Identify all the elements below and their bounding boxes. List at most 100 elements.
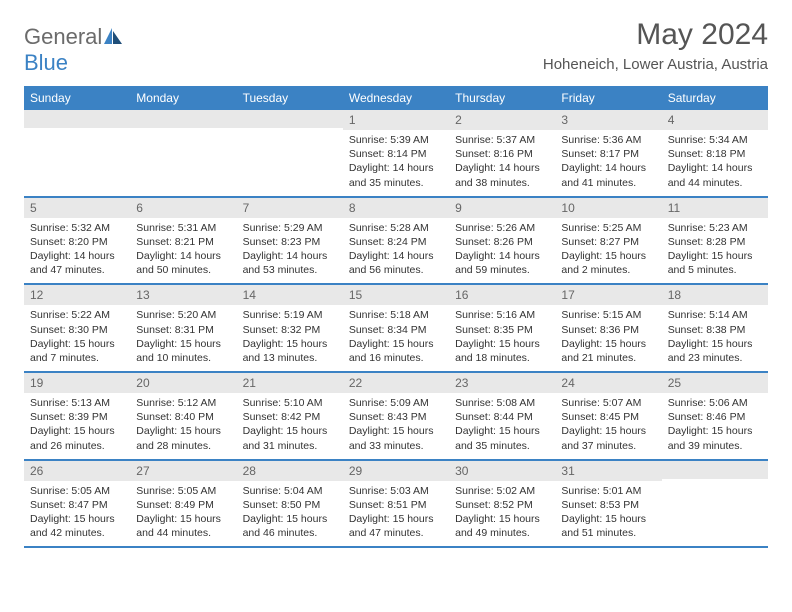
day-cell: 3Sunrise: 5:36 AMSunset: 8:17 PMDaylight…: [555, 110, 661, 196]
day-number: 3: [555, 110, 661, 130]
daylight-text: Daylight: 15 hours and 35 minutes.: [455, 424, 549, 452]
day-content: Sunrise: 5:25 AMSunset: 8:27 PMDaylight:…: [555, 218, 661, 284]
sunrise-text: Sunrise: 5:20 AM: [136, 308, 230, 322]
day-content: Sunrise: 5:32 AMSunset: 8:20 PMDaylight:…: [24, 218, 130, 284]
day-content: Sunrise: 5:09 AMSunset: 8:43 PMDaylight:…: [343, 393, 449, 459]
day-cell: 14Sunrise: 5:19 AMSunset: 8:32 PMDayligh…: [237, 285, 343, 371]
sunrise-text: Sunrise: 5:39 AM: [349, 133, 443, 147]
day-content: [130, 128, 236, 137]
daylight-text: Daylight: 14 hours and 50 minutes.: [136, 249, 230, 277]
sunset-text: Sunset: 8:34 PM: [349, 323, 443, 337]
day-cell: 10Sunrise: 5:25 AMSunset: 8:27 PMDayligh…: [555, 198, 661, 284]
week-row: 19Sunrise: 5:13 AMSunset: 8:39 PMDayligh…: [24, 373, 768, 461]
day-content: Sunrise: 5:05 AMSunset: 8:49 PMDaylight:…: [130, 481, 236, 547]
day-cell: 15Sunrise: 5:18 AMSunset: 8:34 PMDayligh…: [343, 285, 449, 371]
day-cell: 29Sunrise: 5:03 AMSunset: 8:51 PMDayligh…: [343, 461, 449, 547]
day-cell: 7Sunrise: 5:29 AMSunset: 8:23 PMDaylight…: [237, 198, 343, 284]
sunrise-text: Sunrise: 5:19 AM: [243, 308, 337, 322]
month-title: May 2024: [543, 18, 768, 52]
weekday-header: Sunday: [24, 86, 130, 110]
day-content: Sunrise: 5:26 AMSunset: 8:26 PMDaylight:…: [449, 218, 555, 284]
day-content: Sunrise: 5:31 AMSunset: 8:21 PMDaylight:…: [130, 218, 236, 284]
day-number: 31: [555, 461, 661, 481]
day-content: Sunrise: 5:12 AMSunset: 8:40 PMDaylight:…: [130, 393, 236, 459]
day-number: 1: [343, 110, 449, 130]
daylight-text: Daylight: 15 hours and 5 minutes.: [668, 249, 762, 277]
sunrise-text: Sunrise: 5:25 AM: [561, 221, 655, 235]
daylight-text: Daylight: 15 hours and 39 minutes.: [668, 424, 762, 452]
sunset-text: Sunset: 8:45 PM: [561, 410, 655, 424]
daylight-text: Daylight: 15 hours and 2 minutes.: [561, 249, 655, 277]
day-content: Sunrise: 5:20 AMSunset: 8:31 PMDaylight:…: [130, 305, 236, 371]
day-content: Sunrise: 5:13 AMSunset: 8:39 PMDaylight:…: [24, 393, 130, 459]
day-number: 25: [662, 373, 768, 393]
sunset-text: Sunset: 8:38 PM: [668, 323, 762, 337]
day-number: 7: [237, 198, 343, 218]
sunset-text: Sunset: 8:16 PM: [455, 147, 549, 161]
sunset-text: Sunset: 8:40 PM: [136, 410, 230, 424]
logo-text-general: General: [24, 24, 102, 49]
daylight-text: Daylight: 15 hours and 44 minutes.: [136, 512, 230, 540]
sunset-text: Sunset: 8:35 PM: [455, 323, 549, 337]
sunrise-text: Sunrise: 5:32 AM: [30, 221, 124, 235]
day-cell: 20Sunrise: 5:12 AMSunset: 8:40 PMDayligh…: [130, 373, 236, 459]
day-number: 16: [449, 285, 555, 305]
day-content: Sunrise: 5:06 AMSunset: 8:46 PMDaylight:…: [662, 393, 768, 459]
day-content: Sunrise: 5:19 AMSunset: 8:32 PMDaylight:…: [237, 305, 343, 371]
day-number: [24, 110, 130, 128]
day-cell: 6Sunrise: 5:31 AMSunset: 8:21 PMDaylight…: [130, 198, 236, 284]
sunrise-text: Sunrise: 5:05 AM: [136, 484, 230, 498]
sunset-text: Sunset: 8:49 PM: [136, 498, 230, 512]
sunrise-text: Sunrise: 5:34 AM: [668, 133, 762, 147]
daylight-text: Daylight: 15 hours and 23 minutes.: [668, 337, 762, 365]
day-cell: [24, 110, 130, 196]
daylight-text: Daylight: 14 hours and 59 minutes.: [455, 249, 549, 277]
day-number: 27: [130, 461, 236, 481]
daylight-text: Daylight: 15 hours and 42 minutes.: [30, 512, 124, 540]
daylight-text: Daylight: 14 hours and 35 minutes.: [349, 161, 443, 189]
day-cell: 30Sunrise: 5:02 AMSunset: 8:52 PMDayligh…: [449, 461, 555, 547]
sunset-text: Sunset: 8:39 PM: [30, 410, 124, 424]
sunset-text: Sunset: 8:23 PM: [243, 235, 337, 249]
daylight-text: Daylight: 15 hours and 21 minutes.: [561, 337, 655, 365]
daylight-text: Daylight: 15 hours and 7 minutes.: [30, 337, 124, 365]
day-number: 2: [449, 110, 555, 130]
day-number: 12: [24, 285, 130, 305]
day-cell: 12Sunrise: 5:22 AMSunset: 8:30 PMDayligh…: [24, 285, 130, 371]
day-cell: 31Sunrise: 5:01 AMSunset: 8:53 PMDayligh…: [555, 461, 661, 547]
day-number: 26: [24, 461, 130, 481]
day-number: 24: [555, 373, 661, 393]
logo-text-block: General Blue: [24, 24, 124, 76]
day-content: Sunrise: 5:10 AMSunset: 8:42 PMDaylight:…: [237, 393, 343, 459]
day-number: [662, 461, 768, 479]
weekday-header-row: Sunday Monday Tuesday Wednesday Thursday…: [24, 86, 768, 110]
sunrise-text: Sunrise: 5:06 AM: [668, 396, 762, 410]
day-number: 19: [24, 373, 130, 393]
daylight-text: Daylight: 15 hours and 10 minutes.: [136, 337, 230, 365]
day-cell: 19Sunrise: 5:13 AMSunset: 8:39 PMDayligh…: [24, 373, 130, 459]
sunset-text: Sunset: 8:17 PM: [561, 147, 655, 161]
sunset-text: Sunset: 8:21 PM: [136, 235, 230, 249]
day-cell: 16Sunrise: 5:16 AMSunset: 8:35 PMDayligh…: [449, 285, 555, 371]
week-row: 12Sunrise: 5:22 AMSunset: 8:30 PMDayligh…: [24, 285, 768, 373]
daylight-text: Daylight: 14 hours and 38 minutes.: [455, 161, 549, 189]
logo: General Blue: [24, 18, 124, 76]
day-number: 11: [662, 198, 768, 218]
day-cell: 27Sunrise: 5:05 AMSunset: 8:49 PMDayligh…: [130, 461, 236, 547]
daylight-text: Daylight: 15 hours and 13 minutes.: [243, 337, 337, 365]
day-content: Sunrise: 5:16 AMSunset: 8:35 PMDaylight:…: [449, 305, 555, 371]
sunrise-text: Sunrise: 5:23 AM: [668, 221, 762, 235]
sunrise-text: Sunrise: 5:03 AM: [349, 484, 443, 498]
sail-icon: [104, 31, 124, 48]
week-row: 5Sunrise: 5:32 AMSunset: 8:20 PMDaylight…: [24, 198, 768, 286]
sunset-text: Sunset: 8:18 PM: [668, 147, 762, 161]
day-content: Sunrise: 5:07 AMSunset: 8:45 PMDaylight:…: [555, 393, 661, 459]
day-cell: 26Sunrise: 5:05 AMSunset: 8:47 PMDayligh…: [24, 461, 130, 547]
weekday-header: Saturday: [662, 86, 768, 110]
day-number: 20: [130, 373, 236, 393]
day-content: Sunrise: 5:34 AMSunset: 8:18 PMDaylight:…: [662, 130, 768, 196]
day-number: 23: [449, 373, 555, 393]
title-block: May 2024 Hoheneich, Lower Austria, Austr…: [543, 18, 768, 73]
day-cell: 23Sunrise: 5:08 AMSunset: 8:44 PMDayligh…: [449, 373, 555, 459]
daylight-text: Daylight: 14 hours and 41 minutes.: [561, 161, 655, 189]
